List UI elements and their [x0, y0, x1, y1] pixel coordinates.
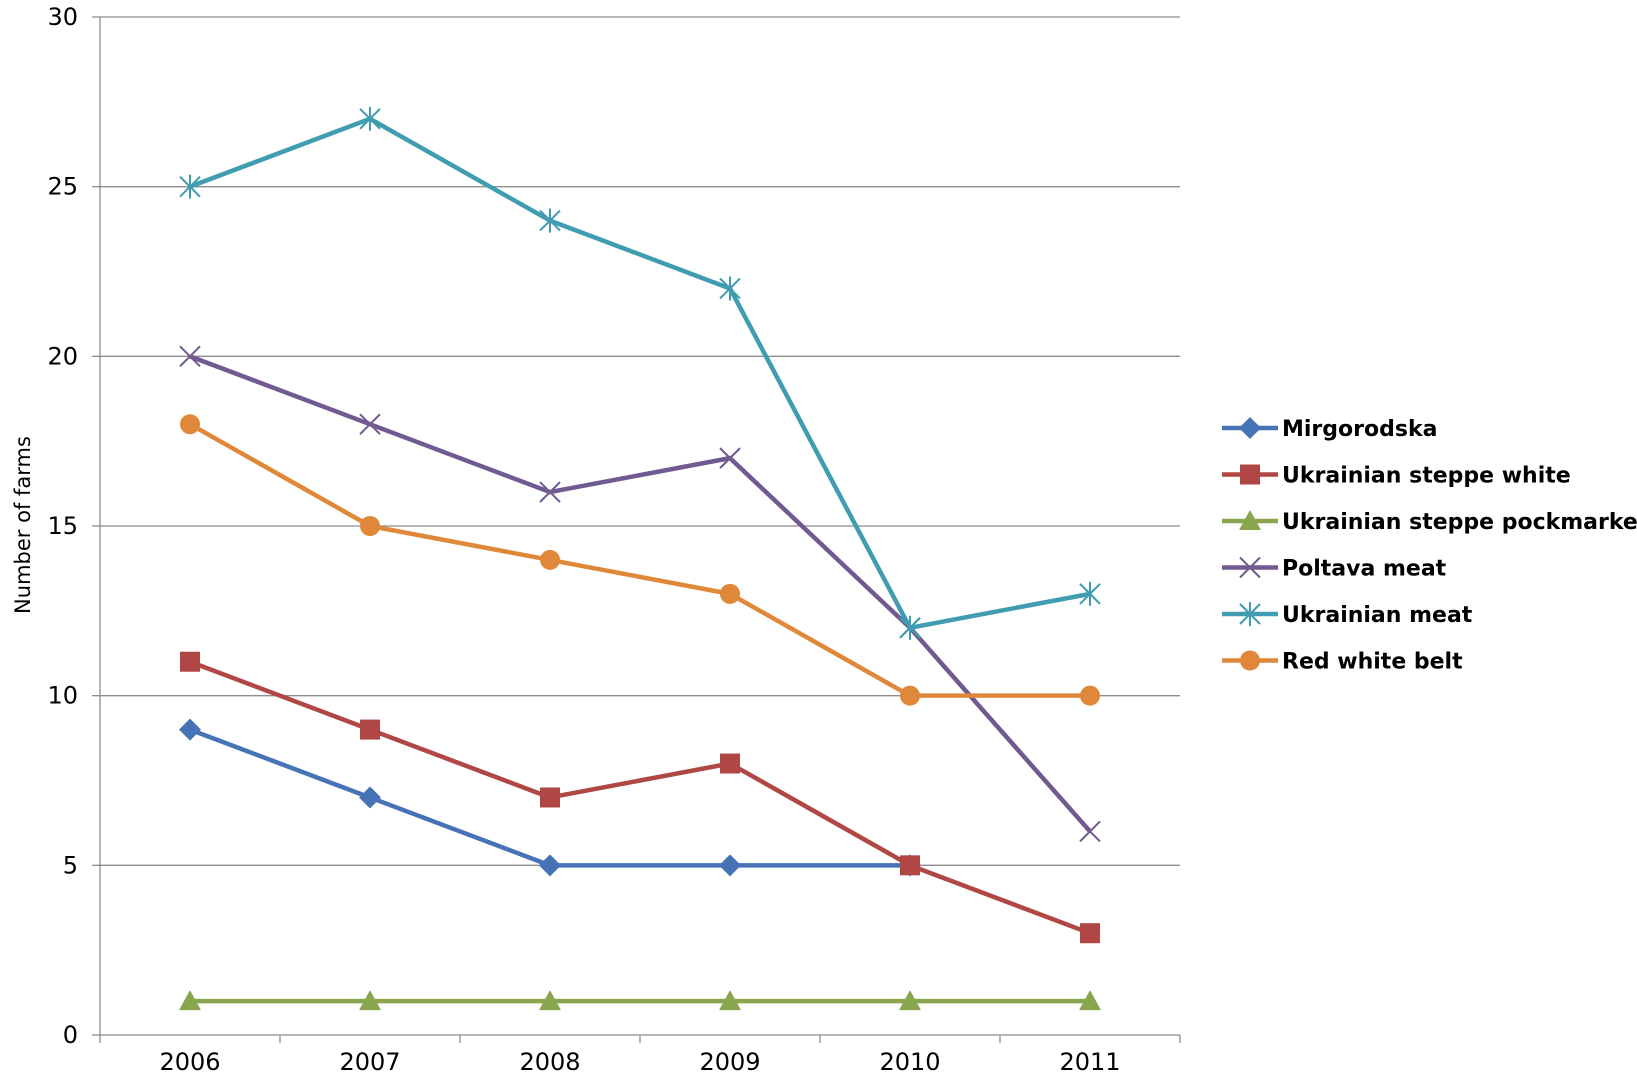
legend-item: Ukrainian meat: [1222, 602, 1473, 628]
legend-label: Poltava meat: [1282, 557, 1447, 582]
y-tick-label: 5: [63, 851, 78, 879]
x-tick-label: 2006: [159, 1048, 220, 1076]
data-point: [720, 753, 740, 774]
marker-stroke: [359, 413, 381, 435]
data-point: [539, 481, 561, 503]
data-point: [540, 787, 560, 808]
series-2: [179, 990, 1101, 1011]
data-point: [180, 414, 200, 435]
data-point: [899, 990, 921, 1011]
series-line: [189, 659, 1091, 936]
data-point: [719, 447, 741, 469]
data-point: [719, 854, 741, 877]
x-tick-label: 2010: [879, 1048, 940, 1076]
data-point: [1079, 990, 1101, 1011]
marker-stroke: [1079, 820, 1101, 843]
legend: Mirgorodska Ukrainian steppe white Ukraini…: [1222, 417, 1637, 675]
series-line: [189, 116, 1091, 631]
y-tick-label: 25: [47, 173, 78, 201]
legend-label: Mirgorodska: [1282, 417, 1437, 442]
data-point: [900, 855, 920, 876]
x-tick-label: 2007: [339, 1048, 400, 1076]
data-point: [900, 685, 920, 706]
y-tick-label: 20: [47, 342, 78, 370]
x-tick-label: 2009: [699, 1048, 760, 1076]
data-point: [359, 990, 381, 1011]
series-4: [179, 106, 1101, 640]
data-point: [719, 990, 741, 1011]
data-point: [359, 413, 381, 435]
legend-swatch-marker: [1240, 464, 1260, 485]
data-point: [1080, 923, 1100, 944]
y-tick-label: 0: [63, 1021, 78, 1049]
y-axis-title: Number of farms: [11, 436, 35, 614]
legend-item: Ukrainian steppe pockmarked: [1222, 510, 1637, 535]
y-tick-label: 15: [47, 512, 78, 540]
legend-swatch-marker: [1239, 510, 1261, 530]
data-point: [179, 718, 201, 741]
data-point: [540, 549, 560, 570]
data-point: [899, 615, 921, 640]
legend-swatch-marker: [1240, 650, 1260, 671]
x-tick-label: 2008: [519, 1048, 580, 1076]
series-line: [189, 354, 1092, 833]
legend-label: Ukrainian meat: [1282, 603, 1473, 628]
data-point: [359, 786, 381, 809]
data-point: [179, 345, 201, 368]
data-point: [1080, 685, 1100, 706]
data-point: [180, 651, 200, 672]
legend-label: Ukrainian steppe white: [1282, 464, 1571, 489]
marker-stroke: [719, 447, 741, 469]
data-point: [1079, 820, 1101, 843]
y-tick-label: 10: [47, 682, 78, 710]
gridlines: [100, 16, 1180, 866]
series-line: [188, 422, 1090, 698]
data-point: [1079, 581, 1101, 606]
legend-label: Ukrainian steppe pockmarked: [1282, 510, 1637, 535]
legend-label: Red white belt: [1282, 650, 1463, 675]
data-point: [360, 719, 380, 740]
data-point: [359, 106, 381, 131]
legend-swatch-marker: [1239, 556, 1261, 579]
legend-item: Ukrainian steppe white: [1222, 464, 1571, 489]
series-lines: [179, 106, 1101, 1011]
data-point: [360, 516, 380, 536]
legend-item: Red white belt: [1222, 650, 1463, 675]
data-point: [720, 583, 740, 604]
legend-swatch-marker: [1239, 417, 1261, 439]
data-point: [539, 854, 561, 877]
tick-labels: 0 5 10 15 20 25 30 2006 2007 2008 2009 2010 2011: [47, 3, 1120, 1076]
y-tick-label: 30: [47, 3, 78, 31]
series-1: [180, 651, 1100, 944]
legend-item: Mirgorodska: [1222, 417, 1437, 442]
data-point: [539, 990, 561, 1011]
series-3: [179, 345, 1101, 843]
marker-stroke: [1239, 556, 1261, 579]
x-tick-label: 2011: [1059, 1048, 1120, 1076]
legend-swatch-marker: [1239, 602, 1261, 626]
data-point: [179, 990, 201, 1011]
data-point: [539, 208, 561, 233]
data-point: [719, 276, 741, 301]
marker-stroke: [179, 345, 201, 368]
legend-item: Poltava meat: [1222, 557, 1447, 582]
data-point: [179, 174, 201, 199]
axes: [92, 16, 1181, 1043]
series-5: [180, 414, 1100, 706]
marker-stroke: [539, 481, 561, 503]
